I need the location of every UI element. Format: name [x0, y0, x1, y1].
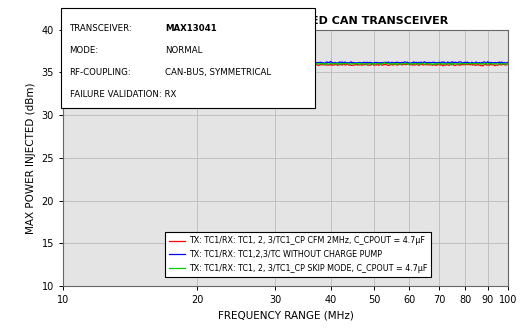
TX: TC1/RX: TC1, 2, 3/TC1_CP SKIP MODE, C_CPOUT = 4.7μF: (10, 35.6): TC1/RX: TC1, 2, 3/TC1_CP SKIP MODE, C_CP… — [60, 65, 66, 69]
TX: TC1/RX: TC1, 2, 3/TC1_CP SKIP MODE, C_CPOUT = 4.7μF: (66.6, 36): TC1/RX: TC1, 2, 3/TC1_CP SKIP MODE, C_CP… — [427, 62, 433, 66]
TX: TC1/RX: TC1,2,3/TC WITHOUT CHARGE PUMP: (30, 36.2): TC1/RX: TC1,2,3/TC WITHOUT CHARGE PUMP: … — [272, 60, 278, 64]
TX: TC1/RX: TC1, 2, 3/TC1_CP CFM 2MHz, C_CPOUT = 4.7μF: (30, 35.8): TC1/RX: TC1, 2, 3/TC1_CP CFM 2MHz, C_CPO… — [272, 63, 278, 67]
TX: TC1/RX: TC1, 2, 3/TC1_CP SKIP MODE, C_CPOUT = 4.7μF: (95.5, 36): TC1/RX: TC1, 2, 3/TC1_CP SKIP MODE, C_CP… — [496, 62, 503, 66]
TX: TC1/RX: TC1, 2, 3/TC1_CP CFM 2MHz, C_CPOUT = 4.7μF: (31.4, 36): TC1/RX: TC1, 2, 3/TC1_CP CFM 2MHz, C_CPO… — [281, 62, 287, 66]
TX: TC1/RX: TC1, 2, 3/TC1_CP SKIP MODE, C_CPOUT = 4.7μF: (39.6, 35.9): TC1/RX: TC1, 2, 3/TC1_CP SKIP MODE, C_CP… — [326, 62, 332, 66]
TX: TC1/RX: TC1, 2, 3/TC1_CP CFM 2MHz, C_CPOUT = 4.7μF: (30.4, 35.8): TC1/RX: TC1, 2, 3/TC1_CP CFM 2MHz, C_CPO… — [275, 63, 281, 67]
TX: TC1/RX: TC1, 2, 3/TC1_CP CFM 2MHz, C_CPOUT = 4.7μF: (35.1, 35.9): TC1/RX: TC1, 2, 3/TC1_CP CFM 2MHz, C_CPO… — [302, 63, 309, 66]
TX: TC1/RX: TC1, 2, 3/TC1_CP CFM 2MHz, C_CPOUT = 4.7μF: (16, 35.2): TC1/RX: TC1, 2, 3/TC1_CP CFM 2MHz, C_CPO… — [151, 68, 157, 72]
FancyBboxPatch shape — [61, 8, 314, 108]
Text: FAILURE VALIDATION: RX: FAILURE VALIDATION: RX — [70, 90, 176, 99]
TX: TC1/RX: TC1, 2, 3/TC1_CP SKIP MODE, C_CPOUT = 4.7μF: (52.7, 36.2): TC1/RX: TC1, 2, 3/TC1_CP SKIP MODE, C_CP… — [381, 61, 387, 64]
TX: TC1/RX: TC1,2,3/TC WITHOUT CHARGE PUMP: (30.4, 36.2): TC1/RX: TC1,2,3/TC WITHOUT CHARGE PUMP: … — [275, 61, 281, 64]
TX: TC1/RX: TC1,2,3/TC WITHOUT CHARGE PUMP: (100, 36.2): TC1/RX: TC1,2,3/TC WITHOUT CHARGE PUMP: … — [505, 60, 511, 64]
Line: TX: TC1/RX: TC1, 2, 3/TC1_CP CFM 2MHz, C_CPOUT = 4.7μF: TX: TC1/RX: TC1, 2, 3/TC1_CP CFM 2MHz, C… — [63, 64, 508, 70]
TX: TC1/RX: TC1, 2, 3/TC1_CP SKIP MODE, C_CPOUT = 4.7μF: (30.4, 36): TC1/RX: TC1, 2, 3/TC1_CP SKIP MODE, C_CP… — [275, 62, 281, 66]
TX: TC1/RX: TC1,2,3/TC WITHOUT CHARGE PUMP: (39.6, 36.2): TC1/RX: TC1,2,3/TC WITHOUT CHARGE PUMP: … — [326, 61, 332, 64]
Text: CAN-BUS, SYMMETRICAL: CAN-BUS, SYMMETRICAL — [166, 68, 271, 77]
TX: TC1/RX: TC1,2,3/TC WITHOUT CHARGE PUMP: (14.9, 36.4): TC1/RX: TC1,2,3/TC WITHOUT CHARGE PUMP: … — [137, 59, 144, 63]
Text: NORMAL: NORMAL — [166, 46, 203, 55]
Title: DPI MEASUREMENT: HIGH-SPEED CAN TRANSCEIVER: DPI MEASUREMENT: HIGH-SPEED CAN TRANSCEI… — [123, 16, 449, 26]
TX: TC1/RX: TC1,2,3/TC WITHOUT CHARGE PUMP: (95.1, 36.1): TC1/RX: TC1,2,3/TC WITHOUT CHARGE PUMP: … — [495, 61, 501, 64]
Line: TX: TC1/RX: TC1, 2, 3/TC1_CP SKIP MODE, C_CPOUT = 4.7μF: TX: TC1/RX: TC1, 2, 3/TC1_CP SKIP MODE, … — [63, 63, 508, 68]
Legend: TX: TC1/RX: TC1, 2, 3/TC1_CP CFM 2MHz, C_CPOUT = 4.7μF, TX: TC1/RX: TC1,2,3/TC W: TX: TC1/RX: TC1, 2, 3/TC1_CP CFM 2MHz, C… — [165, 232, 431, 277]
Y-axis label: MAX POWER INJECTED (dBm): MAX POWER INJECTED (dBm) — [26, 82, 36, 234]
Text: MAX13041: MAX13041 — [166, 24, 217, 34]
TX: TC1/RX: TC1, 2, 3/TC1_CP CFM 2MHz, C_CPOUT = 4.7μF: (10, 35.4): TC1/RX: TC1, 2, 3/TC1_CP CFM 2MHz, C_CPO… — [60, 67, 66, 71]
TX: TC1/RX: TC1, 2, 3/TC1_CP SKIP MODE, C_CPOUT = 4.7μF: (100, 36): TC1/RX: TC1, 2, 3/TC1_CP SKIP MODE, C_CP… — [505, 62, 511, 66]
Text: TRANSCEIVER:: TRANSCEIVER: — [70, 24, 133, 34]
Text: RF-COUPLING:: RF-COUPLING: — [70, 68, 132, 77]
TX: TC1/RX: TC1,2,3/TC WITHOUT CHARGE PUMP: (34.9, 36.1): TC1/RX: TC1,2,3/TC WITHOUT CHARGE PUMP: … — [302, 61, 308, 65]
TX: TC1/RX: TC1, 2, 3/TC1_CP CFM 2MHz, C_CPOUT = 4.7μF: (66.6, 35.9): TC1/RX: TC1, 2, 3/TC1_CP CFM 2MHz, C_CPO… — [427, 63, 433, 67]
X-axis label: FREQUENCY RANGE (MHz): FREQUENCY RANGE (MHz) — [217, 311, 354, 321]
TX: TC1/RX: TC1, 2, 3/TC1_CP SKIP MODE, C_CPOUT = 4.7μF: (15, 35.6): TC1/RX: TC1, 2, 3/TC1_CP SKIP MODE, C_CP… — [138, 66, 145, 70]
Text: MODE:: MODE: — [70, 46, 99, 55]
TX: TC1/RX: TC1, 2, 3/TC1_CP SKIP MODE, C_CPOUT = 4.7μF: (30, 36): TC1/RX: TC1, 2, 3/TC1_CP SKIP MODE, C_CP… — [272, 62, 278, 66]
TX: TC1/RX: TC1, 2, 3/TC1_CP CFM 2MHz, C_CPOUT = 4.7μF: (100, 35.9): TC1/RX: TC1, 2, 3/TC1_CP CFM 2MHz, C_CPO… — [505, 63, 511, 66]
TX: TC1/RX: TC1,2,3/TC WITHOUT CHARGE PUMP: (66.3, 36.2): TC1/RX: TC1,2,3/TC WITHOUT CHARGE PUMP: … — [425, 60, 432, 64]
Line: TX: TC1/RX: TC1,2,3/TC WITHOUT CHARGE PUMP: TX: TC1/RX: TC1,2,3/TC WITHOUT CHARGE PU… — [63, 61, 508, 66]
TX: TC1/RX: TC1, 2, 3/TC1_CP CFM 2MHz, C_CPOUT = 4.7μF: (95.5, 36): TC1/RX: TC1, 2, 3/TC1_CP CFM 2MHz, C_CPO… — [496, 62, 503, 66]
TX: TC1/RX: TC1,2,3/TC WITHOUT CHARGE PUMP: (10, 35.7): TC1/RX: TC1,2,3/TC WITHOUT CHARGE PUMP: … — [60, 64, 66, 68]
TX: TC1/RX: TC1, 2, 3/TC1_CP SKIP MODE, C_CPOUT = 4.7μF: (34.9, 36): TC1/RX: TC1, 2, 3/TC1_CP SKIP MODE, C_CP… — [302, 62, 308, 65]
TX: TC1/RX: TC1, 2, 3/TC1_CP CFM 2MHz, C_CPOUT = 4.7μF: (39.7, 35.9): TC1/RX: TC1, 2, 3/TC1_CP CFM 2MHz, C_CPO… — [326, 63, 333, 67]
